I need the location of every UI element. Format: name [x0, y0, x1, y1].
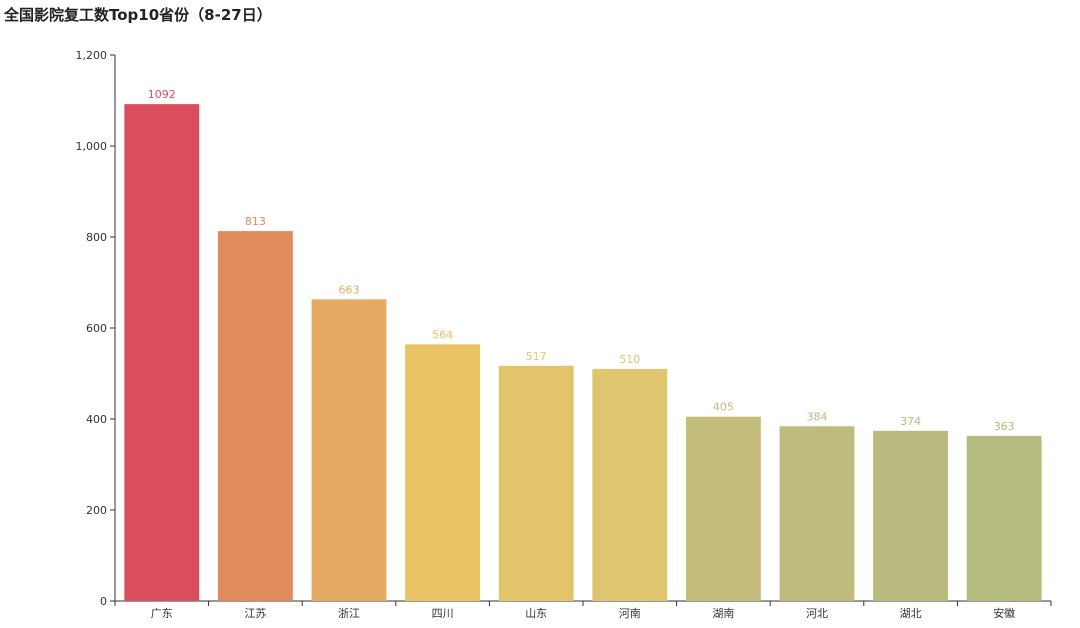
y-tick-label: 200	[86, 504, 107, 517]
bar-value-label: 363	[994, 420, 1015, 433]
bar[interactable]	[873, 430, 949, 601]
bar[interactable]	[498, 365, 574, 601]
bar-value-label: 374	[900, 415, 921, 428]
bar[interactable]	[311, 299, 387, 601]
bar[interactable]	[966, 435, 1042, 601]
x-tick-label: 湖北	[900, 607, 922, 620]
x-tick-label: 广东	[151, 607, 173, 620]
x-axis: 广东 江苏 浙江 四川 山东 河南 湖南 河北 湖北 安徽	[114, 600, 1052, 620]
y-tick-label: 400	[86, 413, 107, 426]
y-tick-label: 1,000	[76, 140, 108, 153]
x-tick-label: 四川	[432, 607, 454, 620]
y-axis: 0 200 400 600 800 1,000 1,200	[76, 49, 116, 608]
bar[interactable]	[124, 104, 200, 601]
bar-value-label: 405	[713, 401, 734, 414]
x-tick-label: 河南	[619, 607, 641, 620]
bars	[124, 104, 1042, 601]
x-tick-label: 河北	[806, 607, 828, 620]
y-tick-label: 0	[100, 595, 107, 608]
y-tick-label: 600	[86, 322, 107, 335]
y-tick-label: 1,200	[76, 49, 108, 62]
bar-value-label: 813	[245, 215, 266, 228]
x-tick-label: 安徽	[993, 606, 1015, 620]
y-tick-label: 800	[86, 231, 107, 244]
x-tick-label: 湖南	[712, 607, 734, 620]
bar-value-label: 1092	[148, 88, 176, 101]
x-tick-label: 浙江	[338, 607, 360, 620]
value-labels: 1092 813 663 564 517 510 405 384 374 363	[148, 88, 1015, 433]
bar-value-label: 564	[432, 328, 453, 341]
bar-value-label: 517	[526, 350, 547, 363]
bar-value-label: 384	[807, 410, 828, 423]
bar-value-label: 663	[339, 283, 360, 296]
bar[interactable]	[592, 368, 668, 601]
bar[interactable]	[405, 344, 481, 601]
bar-value-label: 510	[619, 353, 640, 366]
chart-title: 全国影院复工数Top10省份（8-27日）	[4, 6, 272, 24]
x-tick-label: 江苏	[244, 607, 266, 620]
x-tick-label: 山东	[525, 607, 547, 620]
bar[interactable]	[779, 426, 855, 601]
bar[interactable]	[685, 416, 761, 601]
bar[interactable]	[217, 231, 293, 601]
